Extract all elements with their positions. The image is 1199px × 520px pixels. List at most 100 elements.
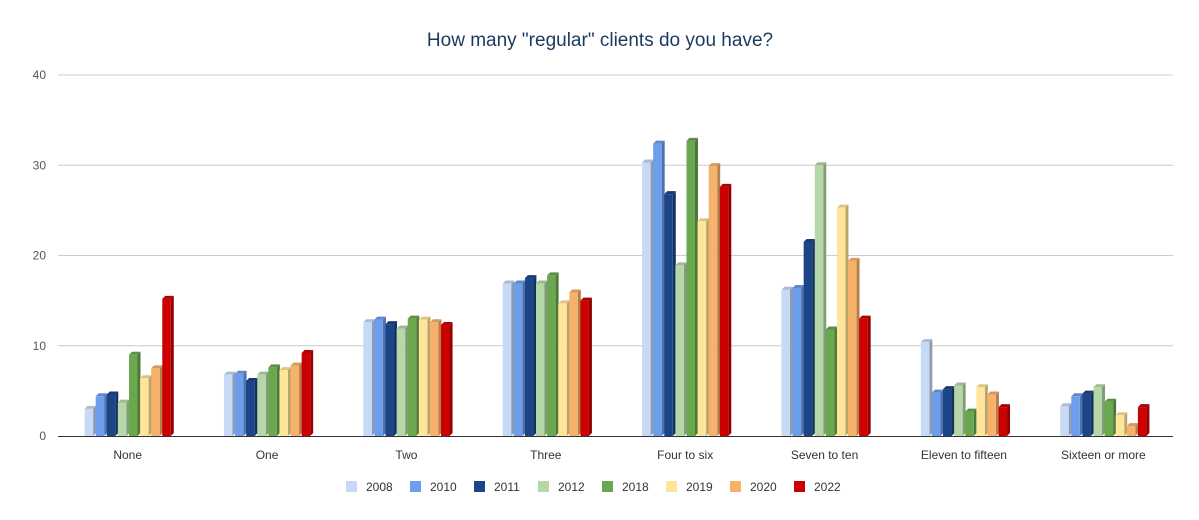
bar-top [920,339,933,343]
bar [965,408,977,436]
bar-top [987,391,999,395]
bar-top [998,404,1011,408]
bar-front [675,265,684,436]
legend-label: 2012 [558,480,585,494]
bar-front [524,278,534,436]
bar-top [246,377,258,381]
legend-label: 2010 [430,480,457,494]
bar-side [1068,403,1072,436]
bar-side [382,316,386,436]
bar [429,319,442,436]
bar-side [588,297,592,436]
bar [162,295,174,436]
bar-side [104,393,108,436]
bar-side [834,326,838,436]
bar [1082,390,1094,436]
legend-label: 2018 [622,480,649,494]
bar-front [290,365,300,436]
bar [836,204,849,436]
legend-label: 2022 [814,480,841,494]
bar-top [140,375,152,379]
y-tick-label: 20 [33,249,47,263]
legend-item: 2011 [474,480,520,494]
bar-side [717,163,721,436]
bar-top [117,399,130,403]
bar [290,362,303,436]
bar [235,370,247,436]
bar [385,321,398,436]
bar-top [257,371,269,375]
bar-top [429,319,442,323]
bar-side [137,351,141,436]
bar [920,339,933,436]
bar [117,399,130,436]
bar [407,315,420,436]
bar-side [405,325,409,436]
bar-front [814,165,824,436]
bar-top [106,391,119,395]
bar-top [235,370,247,374]
bar [374,316,386,436]
bar-top [803,238,816,242]
bar-side [115,391,119,436]
bar [363,319,375,436]
bar-top [1071,393,1083,397]
bar [223,371,236,436]
bar [825,326,838,436]
bar-side [566,300,570,436]
bar-front [976,387,985,436]
bar [931,389,944,436]
bar-front [128,354,138,436]
bar-front [697,221,707,436]
bar-front [547,275,556,436]
bar-top [385,321,398,325]
bar-side [287,367,291,436]
bar-front [396,328,406,436]
bar [128,351,141,436]
bar-side [706,218,710,436]
bar [580,297,592,436]
bar-front [151,368,160,436]
bar [719,183,732,436]
y-tick-label: 10 [33,339,47,353]
legend-item: 2012 [538,480,585,494]
bar-front [1071,396,1080,436]
bar-front [1104,401,1114,436]
bar-top [1093,384,1106,388]
bar-top [268,364,280,368]
bar [664,191,676,436]
bar-front [1060,406,1069,436]
bar-top [84,405,97,409]
legend-swatch [794,481,805,492]
bar-side [265,371,269,436]
bar-side [159,365,163,436]
bar-side [973,408,977,436]
bar-side [126,399,130,436]
bar-side [995,391,999,436]
bar [441,321,453,436]
bar-side [276,364,280,436]
legend-label: 2019 [686,480,713,494]
bar-side [951,386,955,436]
bar-front [569,292,578,436]
bar-front [859,318,868,436]
legend-label: 2020 [750,480,777,494]
y-tick-label: 40 [33,68,47,82]
bar-front [965,411,974,436]
bar [558,300,570,436]
bar-front [653,143,662,436]
bar-front [246,380,255,436]
bar-front [117,402,127,436]
bar-front [920,342,930,436]
bar [1115,412,1128,436]
legend-item: 2010 [410,480,457,494]
bar-side [243,370,247,436]
bar-top [569,289,581,293]
legend-item: 2019 [666,480,713,494]
bar-top [814,162,827,166]
bar-top [128,351,141,355]
bar [859,315,871,436]
bar-side [577,289,581,436]
bar-side [533,275,537,436]
